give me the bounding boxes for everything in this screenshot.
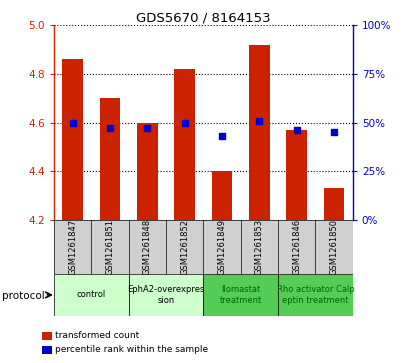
Text: GSM1261852: GSM1261852 xyxy=(180,219,189,275)
Bar xyxy=(62,60,83,220)
Text: Ilomastat
treatment: Ilomastat treatment xyxy=(220,285,262,305)
Text: GSM1261853: GSM1261853 xyxy=(255,219,264,275)
Point xyxy=(181,120,188,126)
Text: GSM1261851: GSM1261851 xyxy=(105,219,115,275)
Bar xyxy=(249,45,270,220)
Point xyxy=(331,129,337,135)
Text: GSM1261847: GSM1261847 xyxy=(68,219,77,275)
Text: GSM1261849: GSM1261849 xyxy=(217,219,227,275)
Text: transformed count: transformed count xyxy=(55,331,139,340)
Text: GSM1261850: GSM1261850 xyxy=(330,219,339,275)
Text: percentile rank within the sample: percentile rank within the sample xyxy=(55,345,208,354)
Point xyxy=(256,118,263,123)
Bar xyxy=(278,274,353,316)
Point xyxy=(219,133,225,139)
Bar xyxy=(100,98,120,220)
Text: Rho activator Calp
eptin treatment: Rho activator Calp eptin treatment xyxy=(276,285,354,305)
Bar xyxy=(54,274,129,316)
Bar xyxy=(286,130,307,220)
Bar xyxy=(203,274,278,316)
Title: GDS5670 / 8164153: GDS5670 / 8164153 xyxy=(136,11,271,24)
Text: GSM1261846: GSM1261846 xyxy=(292,219,301,275)
Bar xyxy=(174,69,195,220)
Bar xyxy=(212,171,232,220)
Text: GSM1261848: GSM1261848 xyxy=(143,219,152,275)
Text: EphA2-overexpres
sion: EphA2-overexpres sion xyxy=(127,285,205,305)
Point xyxy=(293,127,300,133)
Point xyxy=(107,126,113,131)
Bar xyxy=(137,122,158,220)
Point xyxy=(69,120,76,126)
Bar xyxy=(129,274,203,316)
Bar xyxy=(324,188,344,220)
Point xyxy=(144,126,151,131)
Text: protocol: protocol xyxy=(2,291,45,301)
Text: control: control xyxy=(77,290,106,299)
